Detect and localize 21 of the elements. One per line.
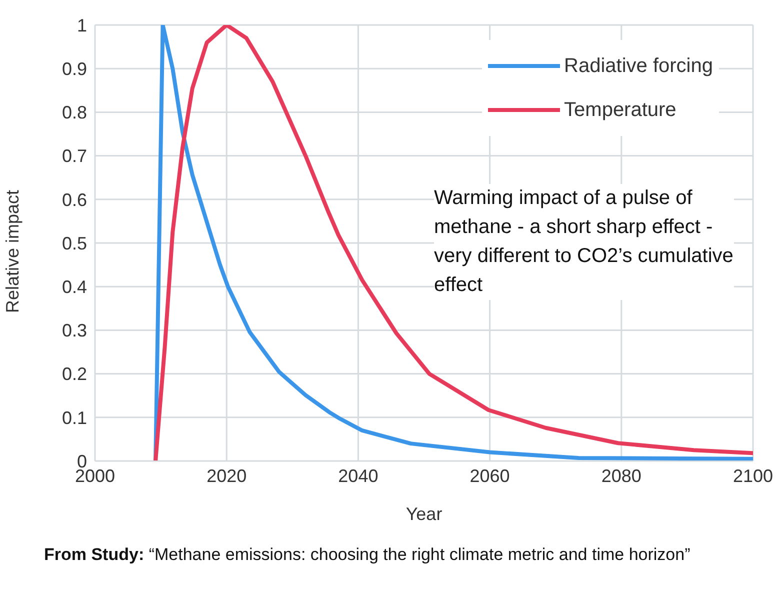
- y-tick-label: 0.7: [62, 146, 87, 166]
- y-axis-title: Relative impact: [2, 190, 22, 313]
- y-tick-label: 0.3: [62, 320, 87, 341]
- text: From Study: “Methane emissions: choosing the right climate metric and time horizon”: [44, 544, 692, 566]
- y-tick-label: 1: [76, 15, 87, 36]
- legend-label: Radiative forcing: [564, 54, 713, 78]
- x-tick-label: 2080: [601, 466, 642, 486]
- x-axis-title: Year: [406, 504, 442, 524]
- y-tick-label: 0.9: [62, 58, 87, 79]
- y-tick-label: 0.2: [62, 364, 87, 384]
- x-tick-label: 2040: [338, 466, 378, 486]
- y-tick-label: 0.8: [62, 102, 87, 123]
- x-tick-label: 2020: [206, 466, 247, 486]
- x-tick-label: 2100: [732, 466, 774, 486]
- x-tick-label: 2060: [470, 466, 510, 486]
- annotation: Warming impact of a pulse of methane - a short sharp effect - very different to CO2’s cumulative effect: [434, 184, 734, 300]
- y-tick-label: 0.1: [62, 408, 87, 428]
- y-tick-label: 0.6: [62, 190, 87, 210]
- y-tick-label: 0.4: [62, 276, 87, 297]
- y-tick-label: 0.5: [62, 233, 87, 254]
- legend-label: Temperature: [564, 98, 676, 122]
